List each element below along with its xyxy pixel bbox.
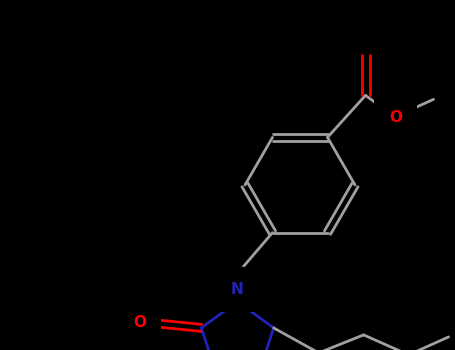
Text: N: N — [231, 282, 244, 297]
Text: O: O — [133, 315, 146, 330]
Text: O: O — [389, 110, 402, 125]
